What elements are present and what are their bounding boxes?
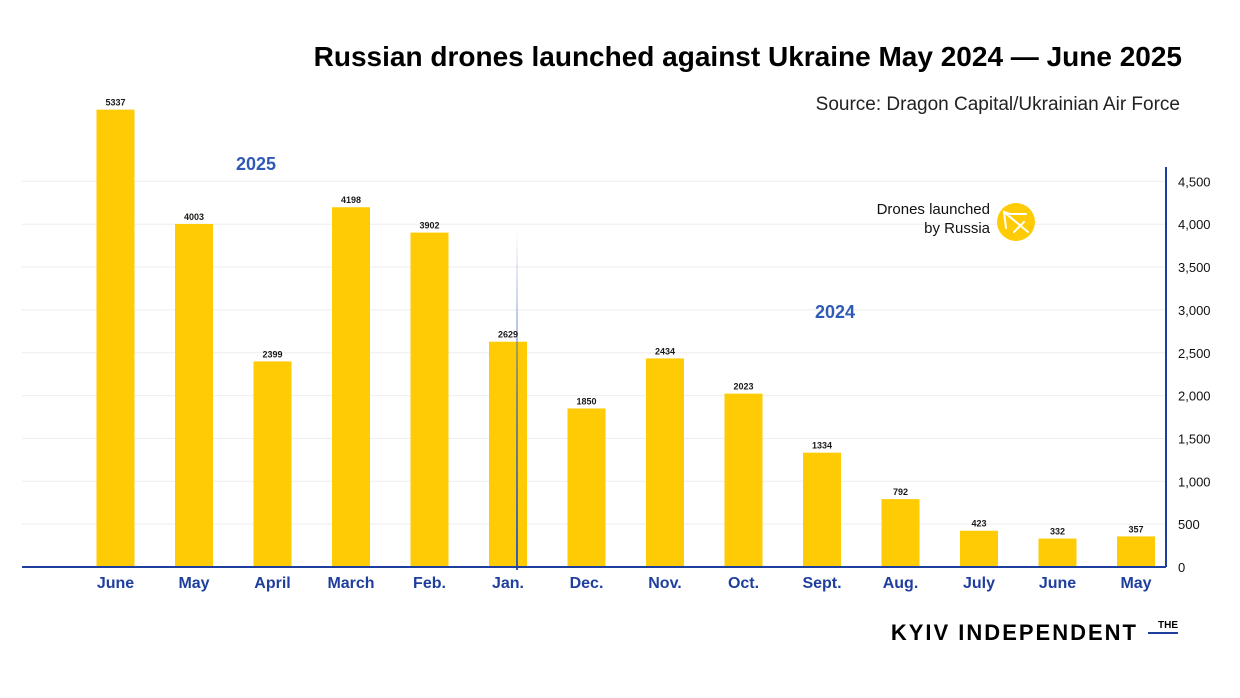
x-tick-label: May <box>1120 575 1151 592</box>
bar-value-label: 357 <box>1128 524 1143 534</box>
bar-value-label: 2434 <box>655 346 675 356</box>
bar-value-label: 332 <box>1050 527 1065 537</box>
bar <box>253 361 292 567</box>
bar-value-label: 3902 <box>419 221 439 231</box>
y-tick-label: 500 <box>1178 517 1200 532</box>
bar-value-label: 1334 <box>812 441 832 451</box>
y-tick-label: 1,500 <box>1178 431 1211 446</box>
x-tick-label: Sept. <box>802 575 841 592</box>
x-tick-label: Jan. <box>492 575 524 592</box>
x-tick-label: June <box>97 575 134 592</box>
brand-the: THE <box>1158 620 1178 631</box>
bar-value-label: 4003 <box>184 212 204 222</box>
bar-value-label: 423 <box>971 519 986 529</box>
bar <box>1038 538 1077 567</box>
y-tick-label: 2,000 <box>1178 389 1211 404</box>
legend-line2: by Russia <box>924 220 991 237</box>
y-tick-label: 3,500 <box>1178 260 1211 275</box>
bar-value-label: 1850 <box>576 396 596 406</box>
bar <box>803 452 841 567</box>
bar <box>960 530 998 567</box>
y-tick-label: 4,000 <box>1178 217 1211 232</box>
bar <box>724 393 763 567</box>
x-tick-label: Oct. <box>728 575 759 592</box>
x-tick-label: Aug. <box>883 575 919 592</box>
bar <box>646 358 684 567</box>
bar <box>96 109 135 567</box>
bar-value-label: 2629 <box>498 330 518 340</box>
x-tick-label: Feb. <box>413 575 446 592</box>
year-label-2025: 2025 <box>236 154 276 174</box>
x-tick-label: March <box>327 575 374 592</box>
brand-logo: THE KYIV INDEPENDENT <box>891 620 1178 645</box>
year-label-2024: 2024 <box>815 302 855 322</box>
y-tick-label: 1,000 <box>1178 474 1211 489</box>
x-tick-label: Dec. <box>570 575 604 592</box>
bar-value-label: 5337 <box>105 98 125 108</box>
bar <box>332 207 370 568</box>
y-tick-label: 0 <box>1178 560 1185 575</box>
bar-value-label: 2399 <box>262 349 282 359</box>
brand-name: KYIV INDEPENDENT <box>891 620 1138 645</box>
y-tick-label: 4,500 <box>1178 174 1211 189</box>
y-tick-label: 2,500 <box>1178 346 1211 361</box>
legend-line1: Drones launched <box>877 201 990 218</box>
bar <box>567 408 606 567</box>
bar-value-label: 4198 <box>341 195 361 205</box>
x-tick-label: May <box>178 575 209 592</box>
bar <box>410 232 449 567</box>
x-tick-label: April <box>254 575 290 592</box>
drone-icon-shape <box>1002 210 1029 233</box>
bar-value-label: 2023 <box>733 382 753 392</box>
x-tick-label: July <box>963 575 995 592</box>
legend: Drones launched by Russia <box>877 201 1035 241</box>
bar <box>1117 536 1155 567</box>
bar <box>489 341 527 567</box>
x-tick-label: Nov. <box>648 575 681 592</box>
bar-value-label: 792 <box>893 487 908 497</box>
chart-title: Russian drones launched against Ukraine … <box>314 41 1182 72</box>
bar <box>175 223 213 567</box>
x-tick-label: June <box>1039 575 1076 592</box>
bar <box>881 499 920 567</box>
y-tick-label: 3,000 <box>1178 303 1211 318</box>
year-divider <box>516 230 518 570</box>
chart-source: Source: Dragon Capital/Ukrainian Air For… <box>816 94 1180 115</box>
